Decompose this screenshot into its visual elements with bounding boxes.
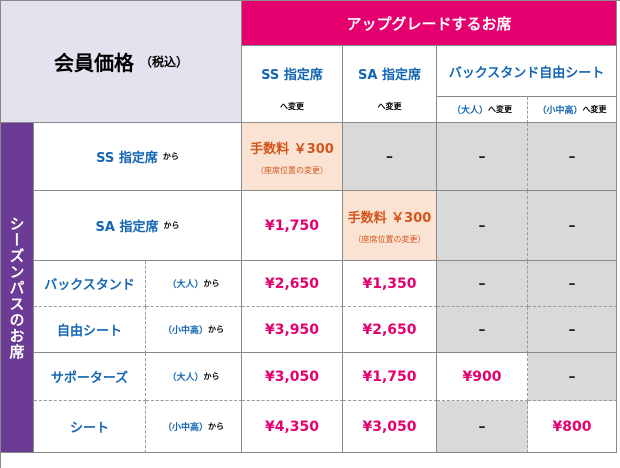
row-back-label-a: バックスタンド: [34, 261, 146, 307]
col-header-adult-label: （大人）: [451, 106, 488, 116]
cell-sup-child-back-adult: –: [437, 401, 528, 453]
cell-sa-back-child: –: [528, 191, 617, 261]
fee-note: （座席位置の変更）: [256, 165, 328, 175]
cell-back-child-back-adult: –: [437, 307, 528, 353]
cell-sup-adult-sa: ¥1,750: [343, 353, 437, 401]
col-header-ss: SS 指定席 へ変更: [242, 46, 343, 123]
col-header-child-to: へ変更: [582, 105, 607, 114]
fee-note: （座席位置の変更）: [353, 234, 426, 244]
col-header-ss-label: SS 指定席: [261, 68, 323, 83]
row-sup-label-a: サポーターズ: [34, 353, 146, 401]
col-header-child-label: （小中高）: [537, 106, 583, 116]
cell-sup-child-sa: ¥3,050: [343, 401, 437, 453]
row-sa-label: SA 指定席: [95, 220, 159, 235]
cell-sup-adult-back-child: –: [528, 353, 617, 401]
col-header-sa-label: SA 指定席: [358, 68, 421, 83]
col-header-ss-to: へ変更: [280, 102, 304, 111]
cell-back-child-ss: ¥3,950: [242, 307, 343, 353]
col-header-back-adult: （大人） へ変更: [437, 97, 528, 123]
title-main: 会員価格: [53, 51, 134, 75]
cell-ss-ss-fee: 手数料 ￥300 （座席位置の変更）: [242, 123, 343, 191]
cell-ss-sa: –: [343, 123, 437, 191]
row-ss-from: から: [162, 152, 179, 161]
col-header-sa: SA 指定席 へ変更: [343, 46, 437, 123]
row-back-adult-from: から: [203, 279, 220, 288]
cell-sup-child-ss: ¥4,350: [242, 401, 343, 453]
cell-sup-adult-ss: ¥3,050: [242, 353, 343, 401]
table-title: 会員価格 （税込）: [1, 1, 242, 123]
cell-sup-adult-back-adult: ¥900: [437, 353, 528, 401]
col-header-back: バックスタンド自由シート: [437, 46, 617, 97]
row-sup-child: （小中高） から: [146, 401, 242, 453]
cell-sa-ss: ¥1,750: [242, 191, 343, 261]
col-header-back-child: （小中高） へ変更: [528, 97, 617, 123]
row-back-adult-label: （大人）: [167, 280, 204, 290]
cell-back-adult-sa: ¥1,350: [343, 261, 437, 307]
cell-sa-back-adult: –: [437, 191, 528, 261]
row-sup-label-b: シート: [34, 401, 146, 453]
cell-back-child-sa: ¥2,650: [343, 307, 437, 353]
cell-back-adult-back-child: –: [528, 261, 617, 307]
row-back-label-b: 自由シート: [34, 307, 146, 353]
col-header-sa-to: へ変更: [377, 102, 402, 111]
cell-ss-back-adult: –: [437, 123, 528, 191]
row-sup-child-label: （小中高）: [162, 423, 208, 433]
side-label-season-pass: シーズンパスのお席: [1, 123, 34, 453]
row-sup-child-from: から: [208, 422, 224, 431]
cell-back-child-back-child: –: [528, 307, 617, 353]
title-tax-note: （税込）: [139, 55, 188, 69]
col-header-adult-to: へ変更: [488, 105, 512, 114]
row-sup-adult: （大人） から: [146, 353, 242, 401]
col-header-back-label: バックスタンド自由シート: [448, 65, 605, 81]
fee-label: 手数料 ￥300: [347, 210, 432, 226]
row-label-ss: SS 指定席 から: [34, 123, 242, 191]
cell-sup-child-back-child: ¥800: [528, 401, 617, 453]
row-sa-from: から: [163, 221, 180, 230]
row-back-child: （小中高） から: [146, 307, 242, 353]
row-back-child-from: から: [208, 325, 224, 334]
row-sup-adult-label: （大人）: [167, 373, 204, 383]
cell-back-adult-back-adult: –: [437, 261, 528, 307]
row-sup-adult-from: から: [203, 372, 220, 381]
fee-label: 手数料 ￥300: [250, 141, 334, 157]
row-back-child-label: （小中高）: [162, 326, 208, 336]
cell-sa-sa-fee: 手数料 ￥300 （座席位置の変更）: [343, 191, 437, 261]
row-label-sa: SA 指定席 から: [34, 191, 242, 261]
row-ss-label: SS 指定席: [96, 151, 158, 166]
row-back-adult: （大人） から: [146, 261, 242, 307]
upgrade-header: アップグレードするお席: [242, 1, 617, 46]
cell-back-adult-ss: ¥2,650: [242, 261, 343, 307]
cell-ss-back-child: –: [528, 123, 617, 191]
